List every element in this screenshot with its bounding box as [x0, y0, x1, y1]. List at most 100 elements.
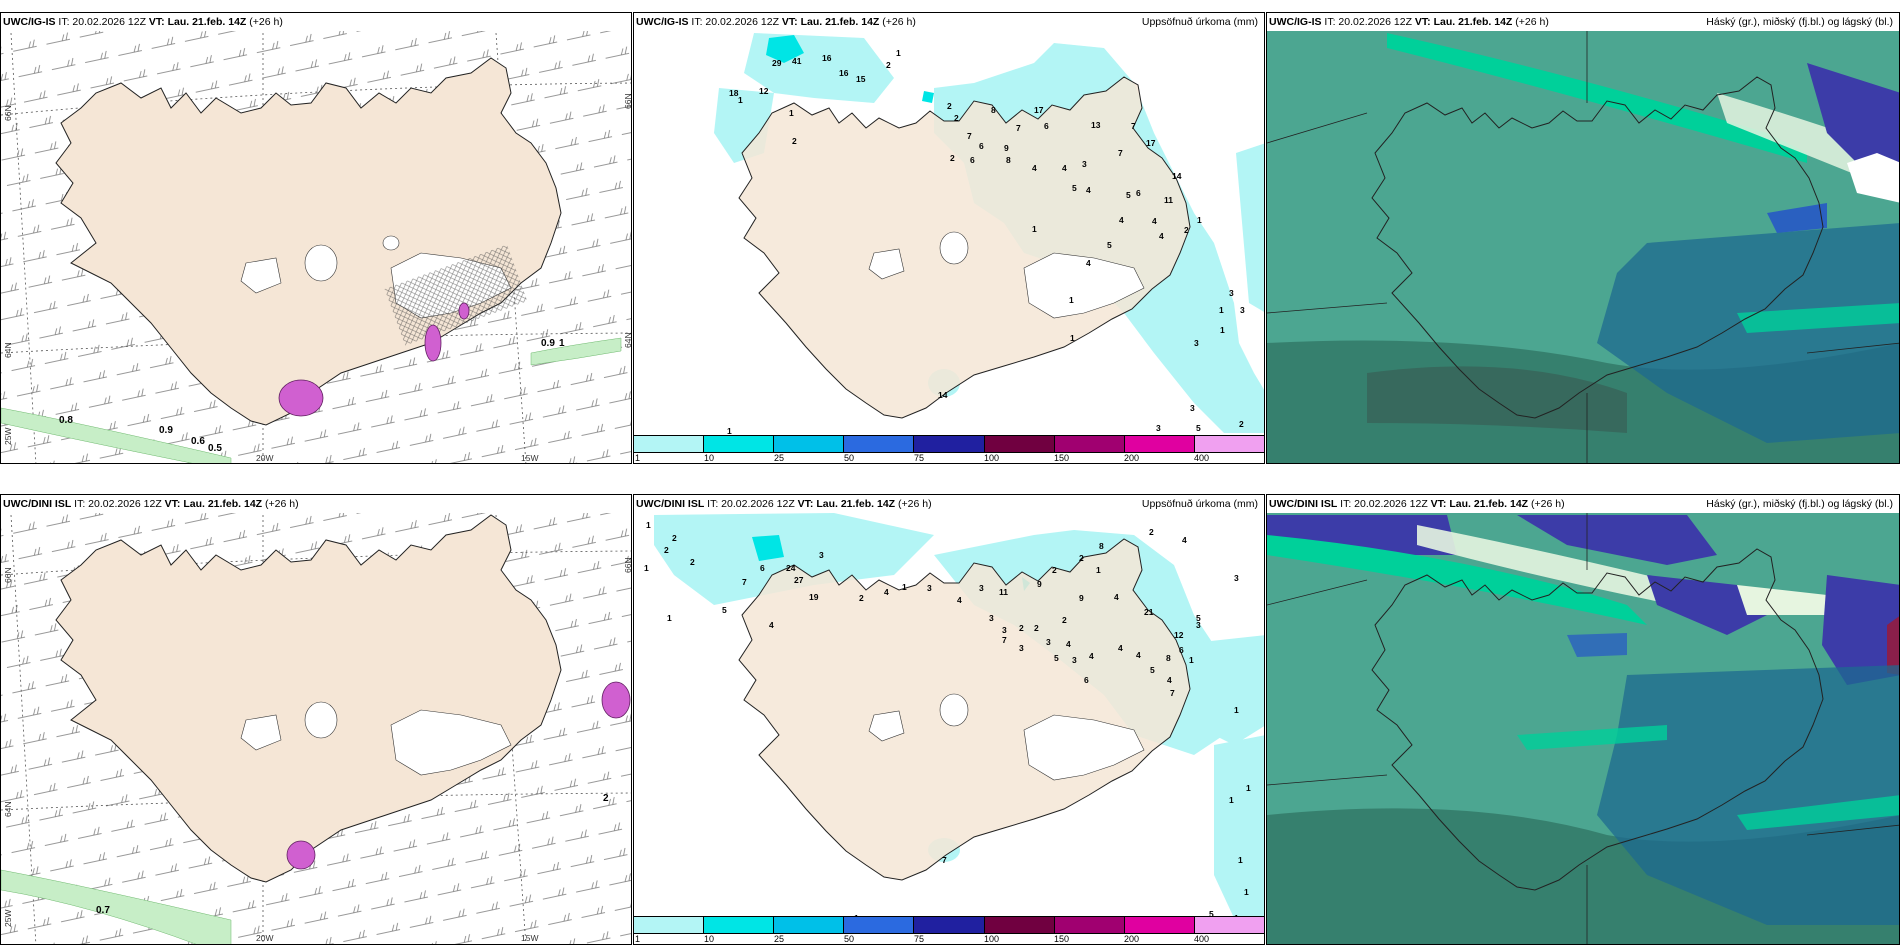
precip-colorbar: 1 10 25 50 75 100 150 200 400 [634, 435, 1264, 463]
precip-value: 1 [1197, 215, 1202, 225]
wind-map [1, 31, 631, 463]
precip-value: 6 [979, 141, 984, 151]
precip-value: 5 [1054, 653, 1059, 663]
colorbar-label: 75 [914, 934, 925, 944]
map-panel-dini-clouds: UWC/DINI ISL IT: 20.02.2026 12Z VT: Lau.… [1266, 494, 1900, 945]
light-precip [1, 869, 232, 944]
precip-value: 4 [769, 620, 774, 630]
precip-value: 1 [1246, 783, 1251, 793]
colorbar-label: 400 [1194, 453, 1210, 463]
map-panel-dini-precip: UWC/DINI ISL IT: 20.02.2026 12Z VT: Lau.… [633, 494, 1265, 945]
precip-value: 1 [1069, 295, 1074, 305]
colorbar-label: 100 [984, 934, 1000, 944]
precip-value: 14 [1172, 171, 1182, 181]
precip-value: 7 [1016, 123, 1021, 133]
panel-parameter-label: Háský (gr.), miðský (fj.bl.) og lágský (… [1706, 498, 1893, 510]
precip-value: 2 [1019, 623, 1024, 633]
iceland-outline [1371, 548, 1824, 891]
precip-value: 7 [1118, 148, 1123, 158]
precip-value: 2 [690, 557, 695, 567]
precip-value: 4 [1086, 258, 1091, 268]
precip-value: 11 [999, 587, 1008, 597]
glaciers [868, 231, 1145, 319]
precip-value: 16 [839, 68, 849, 78]
precip-value: 1 [644, 563, 649, 573]
lon-label-15w: 15W [521, 453, 539, 463]
panel-title: UWC/DINI ISL IT: 20.02.2026 12Z VT: Lau.… [636, 498, 932, 510]
precip-value: 6 [1179, 645, 1184, 655]
panel-parameter-label: Uppsöfnuð úrkoma (mm) [1141, 498, 1258, 510]
precip-value: 6 [1136, 188, 1141, 198]
precip-value: 9 [1079, 593, 1084, 603]
precip-value: 8 [991, 105, 996, 115]
wind-map [1, 513, 631, 944]
precip-value: 2 [1079, 553, 1084, 563]
precip-value: 1 [1219, 305, 1224, 315]
glaciers [868, 693, 1145, 781]
precip-value: 4 [1066, 639, 1071, 649]
value-label: 0.9 [541, 338, 555, 349]
precip-value: 7 [967, 131, 972, 141]
snow-cells [278, 302, 470, 417]
precip-value: 4 [1062, 163, 1067, 173]
precip-value: 3 [1234, 573, 1239, 583]
precip-value: 24 [786, 563, 796, 573]
value-label: 0.9 [159, 425, 173, 436]
lat-label-66n: 66N [3, 567, 13, 583]
snow-cells [286, 681, 631, 870]
precip-value: 7 [1002, 635, 1007, 645]
precip-value: 2 [950, 153, 955, 163]
lat-label-66n: 66N [3, 105, 13, 121]
precip-value: 6 [760, 563, 765, 573]
precip-value: 15 [856, 74, 866, 84]
cloud-map [1267, 31, 1899, 463]
precip-value: 3 [1194, 338, 1199, 348]
colorbar-label: 25 [774, 934, 785, 944]
iceland-land [55, 514, 562, 883]
precip-value: 2 [664, 545, 669, 555]
precip-value: 1 [1238, 855, 1243, 865]
precip-value: 4 [957, 595, 962, 605]
precip-value: 29 [772, 58, 782, 68]
precip-value: 1 [1220, 325, 1225, 335]
precip-value: 4 [1152, 216, 1157, 226]
precip-value: 7 [1131, 121, 1136, 131]
precip-value: 1 [646, 520, 651, 530]
lat-right-64n: 64N [623, 332, 632, 348]
map-panel-ig-is-precip: UWC/IG-IS IT: 20.02.2026 12Z VT: Lau. 21… [633, 12, 1265, 464]
precip-value: 4 [1167, 675, 1172, 685]
lat-label-64n: 64N [3, 342, 13, 358]
precip-value: 1 [1244, 887, 1249, 897]
precip-value: 3 [927, 583, 932, 593]
value-label: 0.5 [208, 443, 222, 454]
precip-value: 1 [1234, 705, 1239, 715]
precip-value: 2 [672, 533, 677, 543]
precip-value: 4 [1182, 535, 1187, 545]
colorbar-label: 1 [635, 934, 641, 944]
precip-value: 3 [1046, 637, 1051, 647]
colorbar-label: 75 [914, 453, 925, 463]
precip-value: 12 [1174, 630, 1184, 640]
precip-value: 7 [942, 855, 947, 865]
lat-right-66n: 66N [623, 93, 632, 109]
precip-value: 2 [947, 101, 952, 111]
precip-value: 4 [1119, 215, 1124, 225]
precip-value: 5 [1072, 183, 1077, 193]
colorbar-label: 400 [1194, 934, 1210, 944]
colorbar-label: 25 [774, 453, 785, 463]
precip-value: 3 [1156, 423, 1161, 433]
panel-title: UWC/DINI ISL IT: 20.02.2026 12Z VT: Lau.… [1269, 498, 1565, 510]
colorbar-label: 1 [635, 453, 641, 463]
precip-value: 2 [1239, 419, 1244, 429]
lon-label-20w: 20W [256, 453, 274, 463]
colorbar-label: 150 [1054, 934, 1070, 944]
precip-value: 5 [1150, 665, 1155, 675]
precip-value: 1 [1189, 655, 1194, 665]
precip-value: 16 [822, 53, 832, 63]
precip-value: 2 [954, 113, 959, 123]
precip-value: 3 [1019, 643, 1024, 653]
precip-value: 3 [979, 583, 984, 593]
precip-value: 1 [1096, 565, 1101, 575]
colorbar-label: 10 [704, 934, 715, 944]
precip-value: 41 [792, 56, 802, 66]
